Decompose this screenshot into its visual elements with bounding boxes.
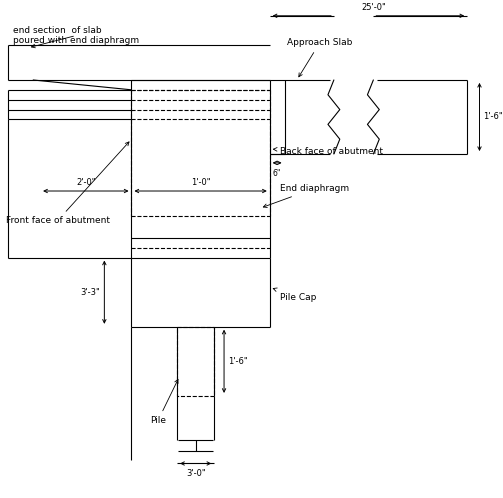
Text: End diaphragm: End diaphragm [264,184,349,208]
Text: 1'-0": 1'-0" [191,178,210,187]
Text: 3'-3": 3'-3" [80,288,101,297]
Text: 1'-6": 1'-6" [483,113,503,122]
Text: 3'-0": 3'-0" [186,470,206,479]
Text: Pile: Pile [150,379,178,425]
Text: 1'-6": 1'-6" [228,357,247,366]
Text: Approach Slab: Approach Slab [287,38,353,77]
Text: Back face of abutment: Back face of abutment [274,147,383,156]
Text: 6": 6" [273,169,281,178]
Text: end section  of slab
poured with end diaphragm: end section of slab poured with end diap… [13,26,139,48]
Text: 2'-0": 2'-0" [76,178,96,187]
Text: Front face of abutment: Front face of abutment [6,142,129,225]
Text: 25'-0": 25'-0" [361,3,386,12]
Text: Pile Cap: Pile Cap [273,288,316,302]
